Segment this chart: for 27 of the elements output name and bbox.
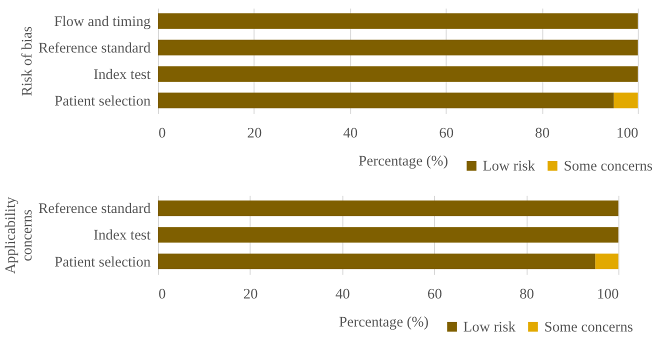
y-tick-label: Reference standard [38, 40, 152, 56]
y-axis-title: Risk of bias [19, 26, 36, 96]
x-tick-label: 20 [247, 125, 262, 142]
y-axis-title: Applicability concerns [2, 196, 36, 274]
x-tick-label: 0 [158, 286, 166, 302]
y-tick-label: Patient selection [54, 254, 152, 270]
x-tick-label: 60 [427, 286, 442, 302]
x-axis-title: Percentage (%) [358, 154, 448, 170]
y-tick-label: Flow and timing [54, 14, 152, 30]
x-tick-label: 80 [519, 286, 534, 302]
x-tick-label: 0 [158, 125, 166, 142]
x-tick-label: 40 [343, 125, 358, 142]
x-tick-label: 100 [616, 125, 638, 142]
legend-label: Low risk [463, 320, 516, 336]
legend-label: Some concerns [564, 158, 653, 175]
legend-label: Some concerns [544, 320, 634, 336]
x-tick-label: 60 [439, 125, 454, 142]
legend-label: Low risk [482, 158, 536, 175]
x-tick-label: 100 [596, 286, 619, 302]
y-tick-label: Index test [93, 66, 151, 83]
y-tick-label: Reference standard [38, 201, 152, 218]
x-axis-title: Percentage (%) [339, 314, 429, 331]
x-tick-label: 20 [243, 286, 258, 302]
x-tick-label: 80 [535, 125, 550, 142]
y-tick-label: Index test [93, 228, 151, 244]
y-tick-label: Patient selection [54, 93, 152, 110]
x-tick-label: 40 [335, 286, 350, 302]
